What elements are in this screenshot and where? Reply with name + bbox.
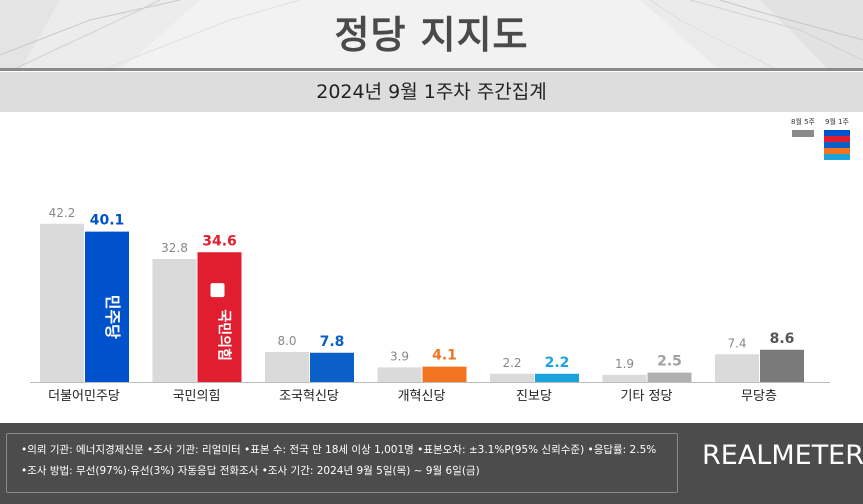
value-label-curr-6: 8.6 [770,331,795,347]
legend-curr: 9월 1주 [822,117,852,160]
bar-prev-1 [152,259,197,382]
bar-curr-0 [85,231,129,382]
bar-prev-3 [377,367,422,382]
page-title: 정당 지지도 [334,13,529,57]
legend-prev-swatch [792,130,814,137]
legend-curr-swatch [824,130,850,160]
category-label-5: 기타 정당 [621,389,673,404]
category-label-1: 국민의힘 [173,389,221,404]
value-label-curr-1: 34.6 [202,233,237,249]
bar-prev-2 [265,352,309,382]
footer: •의뢰 기관: 에너지경제신문 •조사 기관: 리얼미터 •표본 수: 전국 만… [0,423,863,504]
bar-curr-6 [760,349,804,382]
bar-prev-5 [602,374,647,382]
value-label-prev-4: 2.2 [502,356,521,370]
legend-prev-label: 8월 5주 [790,118,815,126]
category-label-4: 진보당 [516,389,552,404]
value-label-prev-3: 3.9 [390,349,409,363]
survey-note-line-2: •조사 방법: 무선(97%)·유선(3%) 자동응답 전화조사 •조사 기간:… [21,465,480,477]
header: 정당 지지도 [0,0,863,71]
party-logo-dem: 민주당 [103,295,122,339]
value-label-prev-1: 32.8 [161,241,188,255]
value-label-curr-2: 7.8 [320,334,345,350]
bar-curr-3 [422,366,467,382]
legend-curr-label: 9월 1주 [824,118,849,126]
bar-prev-0 [40,223,84,382]
bar-curr-4 [535,373,579,382]
category-label-3: 개혁신당 [398,389,446,404]
party-logo-ppp-mark [210,283,225,298]
title-divider [0,68,863,71]
bar-prev-6 [715,354,759,382]
bar-curr-1 [197,252,242,382]
header-decoration [0,0,863,71]
value-label-curr-5: 2.5 [657,354,682,370]
value-label-prev-2: 8.0 [277,334,296,348]
value-label-prev-0: 42.2 [49,206,76,220]
party-logo-ppp: 국민의힘 [216,309,233,361]
value-label-curr-3: 4.1 [432,348,457,364]
subtitle: 2024년 9월 1주차 주간집계 [0,72,863,112]
bar-prev-4 [490,373,534,382]
value-label-prev-5: 1.9 [615,357,634,371]
category-label-0: 더불어민주당 [48,389,120,404]
category-label-6: 무당층 [741,389,777,404]
bar-curr-2 [310,352,354,382]
legend-prev: 8월 5주 [790,117,816,137]
survey-notes: •의뢰 기관: 에너지경제신문 •조사 기관: 리얼미터 •표본 수: 전국 만… [6,433,678,493]
value-label-prev-6: 7.4 [727,336,746,350]
category-label-2: 조국혁신당 [279,389,339,404]
brand-logo: REALMETER [702,440,863,471]
value-label-curr-0: 40.1 [90,213,125,229]
value-label-curr-4: 2.2 [545,355,570,371]
survey-note-line-1: •의뢰 기관: 에너지경제신문 •조사 기관: 리얼미터 •표본 수: 전국 만… [21,444,657,456]
bar-curr-5 [647,372,692,382]
